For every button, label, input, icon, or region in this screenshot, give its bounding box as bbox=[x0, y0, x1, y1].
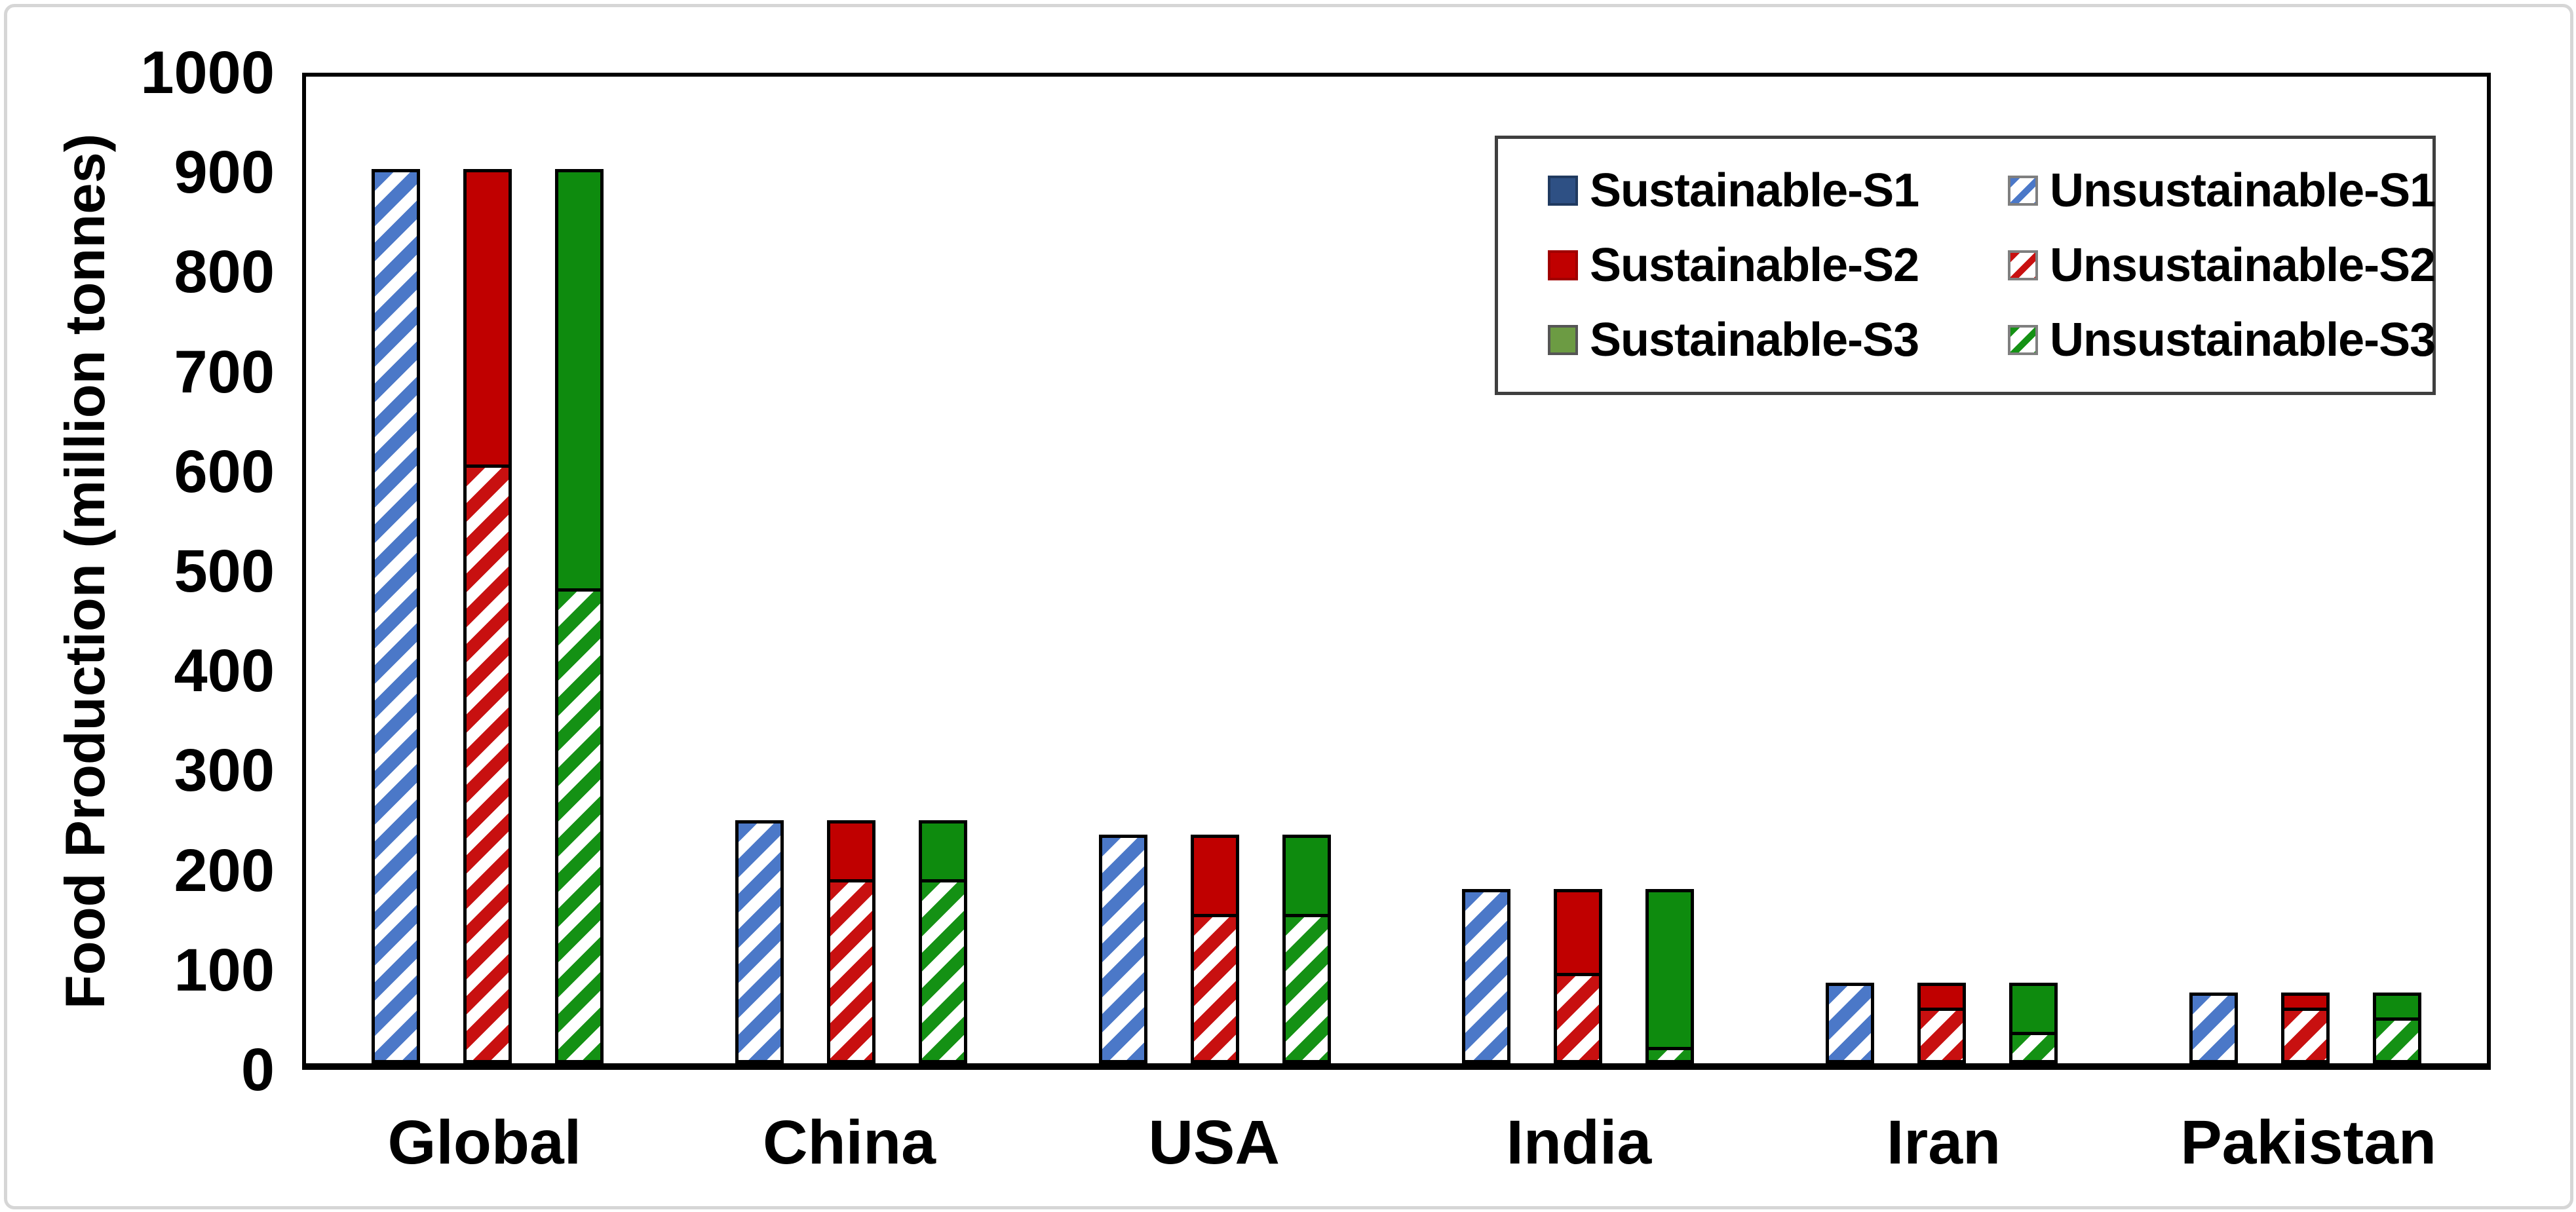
bar-segment-sustainable-s2-usa bbox=[1193, 838, 1236, 917]
bar-india-s2 bbox=[1554, 888, 1603, 1063]
legend-label: Unsustainable-S2 bbox=[2050, 239, 2436, 292]
bar-segment-unsustainable-s2-usa bbox=[1193, 917, 1236, 1060]
bar-segment-sustainable-s2-china bbox=[830, 823, 872, 882]
legend-label: Sustainable-S3 bbox=[1590, 314, 1919, 366]
bar-usa-s3 bbox=[1282, 835, 1331, 1063]
bar-iran-s2 bbox=[1917, 983, 1967, 1063]
legend-label: Sustainable-S2 bbox=[1590, 239, 1919, 292]
bar-segment-unsustainable-s3-global bbox=[558, 591, 601, 1060]
legend-item-unsustainable-s1: Unsustainable-S1 bbox=[2008, 161, 2436, 220]
bar-group-china bbox=[670, 77, 1033, 1063]
bar-segment-sustainable-s3-global bbox=[558, 172, 601, 592]
bar-group-india bbox=[1396, 77, 1760, 1063]
legend-label: Unsustainable-S3 bbox=[2050, 314, 2436, 366]
legend-swatch-unsustainable-s3-icon bbox=[2008, 325, 2038, 355]
bar-segment-unsustainable-s3-china bbox=[922, 882, 964, 1060]
bar-segment-sustainable-s2-india bbox=[1557, 892, 1600, 976]
legend-swatch-sustainable-s1-icon bbox=[1548, 176, 1578, 206]
bar-segment-unsustainable-s1-iran bbox=[1829, 986, 1872, 1060]
bar-iran-s1 bbox=[1826, 983, 1875, 1063]
bar-segment-sustainable-s3-india bbox=[1649, 892, 1691, 1050]
legend-item-unsustainable-s3: Unsustainable-S3 bbox=[2008, 311, 2436, 369]
x-category-label-china: China bbox=[763, 1107, 936, 1177]
y-tick-label-400: 400 bbox=[174, 637, 275, 705]
bar-global-s3 bbox=[555, 168, 604, 1063]
y-tick-label-100: 100 bbox=[174, 936, 275, 1004]
bar-iran-s3 bbox=[2009, 983, 2058, 1063]
bar-global-s1 bbox=[372, 168, 421, 1063]
plot-area: Sustainable-S1 Unsustainable-S1 Sustainabl… bbox=[302, 73, 2491, 1070]
legend-item-sustainable-s1: Sustainable-S1 bbox=[1548, 161, 2008, 220]
bar-segment-unsustainable-s1-china bbox=[739, 823, 780, 1060]
y-axis-tick-labels: 0 100 200 300 400 500 600 700 800 900 1000 bbox=[7, 43, 275, 1100]
bar-segment-unsustainable-s3-iran bbox=[2012, 1035, 2055, 1060]
bar-segment-unsustainable-s1-pakistan bbox=[2192, 996, 2235, 1060]
bar-group-usa bbox=[1033, 77, 1396, 1063]
bar-segment-sustainable-s3-pakistan bbox=[2375, 996, 2418, 1021]
legend-swatch-unsustainable-s2-icon bbox=[2008, 250, 2038, 280]
bar-pakistan-s1 bbox=[2189, 993, 2238, 1063]
bar-segment-sustainable-s2-global bbox=[467, 172, 509, 468]
x-category-label-global: Global bbox=[387, 1107, 582, 1177]
x-axis-labels: Global China USA India Iran Pakistan bbox=[302, 1100, 2491, 1185]
y-tick-label-0: 0 bbox=[240, 1036, 275, 1103]
x-category-label-pakistan: Pakistan bbox=[2180, 1107, 2437, 1177]
bar-segment-unsustainable-s2-china bbox=[830, 882, 872, 1060]
y-tick-label-900: 900 bbox=[174, 139, 275, 206]
legend-item-sustainable-s3: Sustainable-S3 bbox=[1548, 311, 2008, 369]
legend-label: Sustainable-S1 bbox=[1590, 164, 1919, 217]
bar-segment-unsustainable-s1-india bbox=[1465, 892, 1508, 1060]
x-category-label-iran: Iran bbox=[1886, 1107, 2001, 1177]
y-tick-label-600: 600 bbox=[174, 438, 275, 505]
bar-china-s1 bbox=[735, 820, 784, 1063]
bar-segment-sustainable-s3-iran bbox=[2012, 986, 2055, 1036]
bar-segment-unsustainable-s2-iran bbox=[1921, 1010, 1963, 1060]
bar-usa-s1 bbox=[1098, 835, 1147, 1063]
bar-segment-unsustainable-s1-global bbox=[375, 172, 417, 1060]
legend: Sustainable-S1 Unsustainable-S1 Sustainabl… bbox=[1495, 136, 2436, 395]
y-tick-label-800: 800 bbox=[174, 238, 275, 306]
bar-segment-unsustainable-s3-usa bbox=[1285, 917, 1328, 1060]
bar-group-global bbox=[306, 77, 670, 1063]
bar-segment-sustainable-s2-pakistan bbox=[2284, 996, 2326, 1011]
y-tick-label-300: 300 bbox=[174, 737, 275, 805]
bar-china-s3 bbox=[919, 820, 967, 1063]
bar-segment-unsustainable-s3-pakistan bbox=[2375, 1020, 2418, 1060]
legend-item-unsustainable-s2: Unsustainable-S2 bbox=[2008, 236, 2436, 295]
bar-segment-sustainable-s2-iran bbox=[1921, 986, 1963, 1011]
bar-groups bbox=[306, 77, 2487, 1063]
bar-segment-unsustainable-s2-pakistan bbox=[2284, 1010, 2326, 1060]
bar-pakistan-s2 bbox=[2280, 993, 2330, 1063]
x-category-label-usa: USA bbox=[1148, 1107, 1280, 1177]
bar-segment-unsustainable-s2-india bbox=[1557, 975, 1600, 1060]
bar-pakistan-s3 bbox=[2372, 993, 2421, 1063]
y-tick-label-700: 700 bbox=[174, 338, 275, 406]
bar-india-s1 bbox=[1462, 888, 1511, 1063]
y-tick-label-200: 200 bbox=[174, 837, 275, 904]
legend-item-sustainable-s2: Sustainable-S2 bbox=[1548, 236, 2008, 295]
bar-usa-s2 bbox=[1190, 835, 1239, 1063]
bar-segment-unsustainable-s3-india bbox=[1649, 1050, 1691, 1060]
legend-swatch-unsustainable-s1-icon bbox=[2008, 176, 2038, 206]
bar-global-s2 bbox=[463, 168, 512, 1063]
bar-segment-unsustainable-s2-global bbox=[467, 468, 509, 1060]
bar-segment-sustainable-s3-usa bbox=[1285, 838, 1328, 917]
bar-segment-unsustainable-s1-usa bbox=[1102, 838, 1144, 1060]
bar-china-s2 bbox=[827, 820, 875, 1063]
bar-segment-sustainable-s3-china bbox=[922, 823, 964, 882]
bar-group-pakistan bbox=[2123, 77, 2487, 1063]
bar-india-s3 bbox=[1645, 888, 1695, 1063]
legend-label: Unsustainable-S1 bbox=[2050, 164, 2436, 217]
y-tick-label-500: 500 bbox=[174, 538, 275, 605]
y-tick-label-1000: 1000 bbox=[140, 39, 275, 106]
legend-swatch-sustainable-s2-icon bbox=[1548, 250, 1578, 280]
bar-group-iran bbox=[1760, 77, 2124, 1063]
legend-swatch-sustainable-s3-icon bbox=[1548, 325, 1578, 355]
figure-frame: Food Production (million tonnes) 0 100 200… bbox=[4, 4, 2573, 1209]
x-category-label-india: India bbox=[1506, 1107, 1652, 1177]
